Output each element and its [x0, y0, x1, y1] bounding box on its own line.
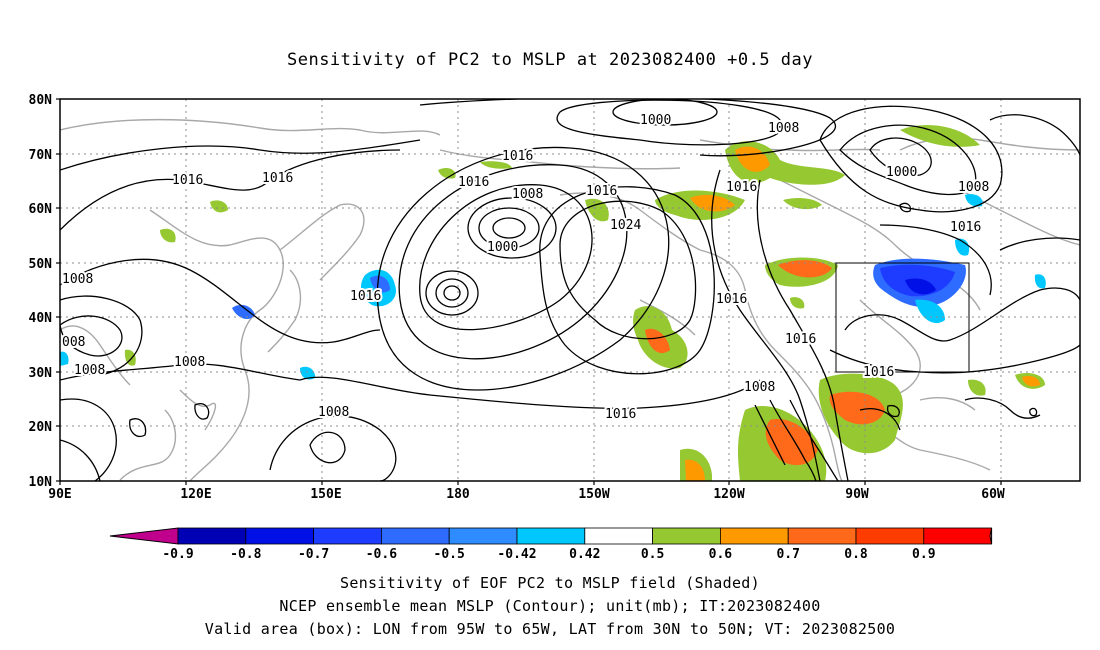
latitude-labels: 80N 70N 60N 50N 40N 30N 20N 10N	[29, 93, 53, 490]
colorbar-swatch	[177, 527, 247, 545]
lon-label: 150W	[578, 487, 609, 502]
colorbar-label: -0.42	[497, 547, 536, 562]
contour-label: 1016	[726, 180, 757, 195]
contour-label: 1016	[350, 289, 381, 304]
footer-line-1: Sensitivity of EOF PC2 to MSLP field (Sh…	[340, 574, 760, 592]
colorbar: -0.9 -0.8 -0.7 -0.6 -0.5 -0.42 0.42 0.5 0.6 0.7 0.…	[109, 527, 993, 562]
page-title: Sensitivity of PC2 to MSLP at 2023082400…	[286, 50, 813, 70]
colorbar-swatch	[787, 527, 857, 545]
contour-label: 1008	[174, 355, 205, 370]
colorbar-swatch	[720, 527, 789, 545]
lat-label: 50N	[29, 257, 53, 272]
colorbar-label: 0.6	[709, 547, 733, 562]
contour-label: 1016	[716, 292, 747, 307]
colorbar-label: 0.8	[844, 547, 868, 562]
contour-label: 1008	[62, 272, 93, 287]
colorbar-extend-left	[109, 527, 179, 545]
colorbar-swatch	[584, 527, 653, 545]
colorbar-swatch	[855, 527, 925, 545]
colorbar-swatch	[923, 527, 992, 545]
footer-line-3: Valid area (box): LON from 95W to 65W, L…	[204, 620, 896, 638]
contour-label: 1008	[512, 187, 543, 202]
footer-line-2: NCEP ensemble mean MSLP (Contour); unit(…	[279, 597, 821, 615]
contour-label: 1008	[74, 363, 105, 378]
lon-label: 150E	[310, 487, 341, 502]
colorbar-swatch	[516, 527, 586, 545]
colorbar-swatch	[448, 527, 518, 545]
contour-label: 008	[62, 335, 85, 350]
contour-label: 1016	[458, 175, 489, 190]
lat-label: 30N	[29, 366, 53, 381]
contour-label: 1016	[262, 171, 293, 186]
lat-label: 70N	[29, 148, 53, 163]
contour-label: 1008	[318, 405, 349, 420]
contour-label: 1016	[586, 184, 617, 199]
colorbar-label: -0.7	[298, 547, 329, 562]
contour-label: 1016	[502, 149, 533, 164]
lon-label: 90W	[845, 487, 869, 502]
colorbar-label: -0.8	[230, 547, 261, 562]
colorbar-swatch	[652, 527, 721, 545]
tick-marks	[56, 98, 1002, 485]
contour-label: 1008	[768, 121, 799, 136]
colorbar-swatch	[245, 527, 315, 545]
colorbar-label: -0.5	[434, 547, 465, 562]
valid-area-box	[835, 262, 970, 373]
contour-label: 1000	[487, 240, 518, 255]
lon-label: 60W	[981, 487, 1005, 502]
shaded-patches	[60, 125, 1046, 481]
mslp-contours	[60, 99, 1080, 481]
lat-label: 80N	[29, 93, 53, 108]
colorbar-label: 0.42	[569, 547, 600, 562]
contour-label: 1008	[744, 380, 775, 395]
contour-label: 1024	[610, 218, 641, 233]
longitude-labels: 90E 120E 150E 180 150W 120W 90W 60W	[48, 487, 1005, 502]
lat-label: 40N	[29, 311, 53, 326]
lat-label: 10N	[29, 475, 53, 490]
colorbar-label: 0.5	[641, 547, 664, 562]
contour-labels: 1000 1008 1016 1016 1016 1008 1016 1000 …	[60, 111, 991, 424]
lon-label: 120E	[180, 487, 211, 502]
colorbar-label: 0.7	[776, 547, 799, 562]
colorbar-swatch	[380, 527, 450, 545]
contour-label: 1000	[640, 113, 671, 128]
contour-label: 1016	[605, 407, 636, 422]
map-frame	[59, 98, 1081, 482]
lon-label: 120W	[713, 487, 744, 502]
contour-label: 1016	[863, 365, 894, 380]
lon-label: 180	[446, 487, 470, 502]
colorbar-label: -0.6	[366, 547, 397, 562]
colorbar-extend-right	[989, 527, 993, 545]
contour-label: 1016	[950, 220, 981, 235]
contour-label: 1016	[785, 332, 816, 347]
lat-label: 20N	[29, 420, 53, 435]
lat-label: 60N	[29, 202, 53, 217]
grid-lines	[60, 99, 1080, 481]
colorbar-label: -0.9	[162, 547, 193, 562]
contour-label: 1000	[886, 165, 917, 180]
colorbar-label: 0.9	[912, 547, 935, 562]
colorbar-swatch	[313, 527, 382, 545]
lon-label: 90E	[48, 487, 71, 502]
contour-label: 1008	[958, 180, 989, 195]
contour-label: 1016	[172, 173, 203, 188]
